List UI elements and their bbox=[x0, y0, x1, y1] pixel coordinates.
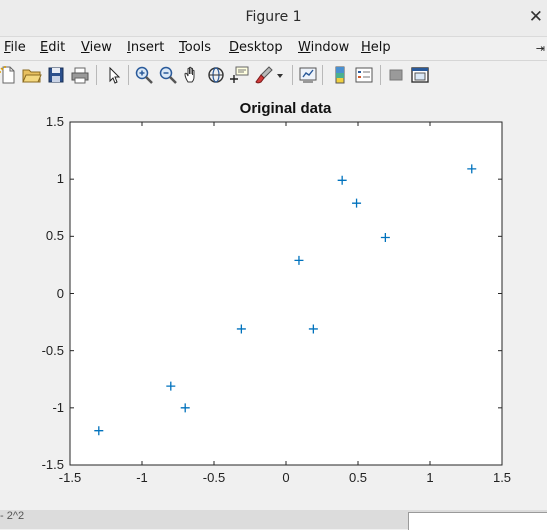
insert-legend-icon[interactable] bbox=[354, 65, 374, 85]
toolbar-separator bbox=[322, 65, 323, 85]
menu-help-label: elp bbox=[370, 40, 391, 55]
menu-help[interactable]: Help bbox=[361, 40, 391, 55]
figure-canvas bbox=[0, 89, 547, 510]
x-tick-label: -1.5 bbox=[58, 470, 82, 485]
x-tick-label: 0.5 bbox=[348, 470, 368, 485]
menu-edit-label: dit bbox=[48, 40, 66, 55]
x-tick-label: 1 bbox=[426, 470, 434, 485]
menu-file[interactable]: File bbox=[4, 40, 26, 55]
y-tick-label: -1.5 bbox=[41, 457, 64, 472]
background-panel bbox=[408, 512, 547, 530]
toolbar-separator bbox=[128, 65, 129, 85]
close-icon[interactable]: ✕ bbox=[528, 7, 543, 26]
toolbar-separator bbox=[380, 65, 381, 85]
zoom-in-icon[interactable] bbox=[134, 65, 154, 85]
open-file-icon[interactable] bbox=[22, 65, 42, 85]
y-tick-label: -0.5 bbox=[41, 342, 64, 358]
new-figure-icon[interactable] bbox=[0, 65, 18, 85]
menu-window-mnemonic: W bbox=[298, 40, 311, 55]
toolbar-separator bbox=[292, 65, 293, 85]
menu-insert-label: nsert bbox=[130, 40, 165, 55]
y-tick-label: 1.5 bbox=[45, 114, 64, 129]
menu-file-mnemonic: F bbox=[4, 40, 11, 55]
edit-plot-icon[interactable] bbox=[104, 65, 124, 85]
menu-tools-label: ools bbox=[184, 40, 212, 55]
rotate-3d-icon[interactable] bbox=[206, 65, 226, 85]
y-tick-label: 0.5 bbox=[45, 228, 64, 244]
insert-colorbar-icon[interactable] bbox=[330, 65, 350, 85]
save-icon[interactable] bbox=[46, 65, 66, 85]
print-icon[interactable] bbox=[70, 65, 90, 85]
window-title-bar: Figure 1 ✕ bbox=[0, 0, 547, 37]
menu-tools-mnemonic: T bbox=[179, 40, 185, 55]
x-tick-label: -1 bbox=[136, 470, 148, 485]
menu-file-label: ile bbox=[10, 40, 26, 55]
menu-window[interactable]: Window bbox=[298, 40, 349, 55]
menu-tools[interactable]: Tools bbox=[179, 40, 211, 55]
menu-insert-mnemonic: I bbox=[127, 40, 131, 55]
y-tick-label: 1 bbox=[56, 171, 64, 187]
menu-window-label: indow bbox=[310, 40, 350, 55]
x-tick-label: 0 bbox=[282, 470, 290, 485]
background-window-strip: - 2^2 bbox=[0, 510, 547, 530]
background-text-fragment: - 2^2 bbox=[0, 510, 25, 522]
y-tick-label: 0 bbox=[56, 285, 64, 301]
data-cursor-icon[interactable] bbox=[230, 65, 250, 85]
figure-toolbar bbox=[0, 60, 547, 90]
window-title: Figure 1 bbox=[245, 9, 302, 25]
menu-view-label: iew bbox=[89, 40, 112, 55]
plot-title: Original data bbox=[239, 100, 332, 117]
menu-edit[interactable]: Edit bbox=[40, 40, 65, 55]
x-tick-label: -0.5 bbox=[202, 470, 226, 485]
menu-view-mnemonic: V bbox=[81, 40, 90, 55]
menu-bar: File Edit View Insert Tools Desktop Wind… bbox=[0, 37, 547, 59]
pan-icon[interactable] bbox=[182, 65, 202, 85]
hide-plot-tools-icon[interactable] bbox=[386, 65, 406, 85]
menu-edit-mnemonic: E bbox=[40, 40, 49, 55]
brush-icon[interactable] bbox=[254, 65, 274, 85]
link-plot-icon[interactable] bbox=[298, 65, 318, 85]
menu-desktop[interactable]: Desktop bbox=[229, 40, 283, 55]
dock-figure-icon[interactable]: ⇥ bbox=[535, 43, 545, 55]
brush-dropdown-icon[interactable] bbox=[274, 65, 286, 85]
menu-desktop-mnemonic: D bbox=[229, 40, 240, 55]
menu-insert[interactable]: Insert bbox=[127, 40, 164, 55]
toolbar-separator bbox=[96, 65, 97, 85]
show-plot-tools-icon[interactable] bbox=[410, 65, 430, 85]
menu-help-mnemonic: H bbox=[361, 40, 371, 55]
menu-desktop-label: esktop bbox=[239, 40, 283, 55]
zoom-out-icon[interactable] bbox=[158, 65, 178, 85]
x-tick-label: 1.5 bbox=[492, 470, 512, 485]
y-tick-label: -1 bbox=[52, 399, 64, 415]
menu-view[interactable]: View bbox=[81, 40, 112, 55]
